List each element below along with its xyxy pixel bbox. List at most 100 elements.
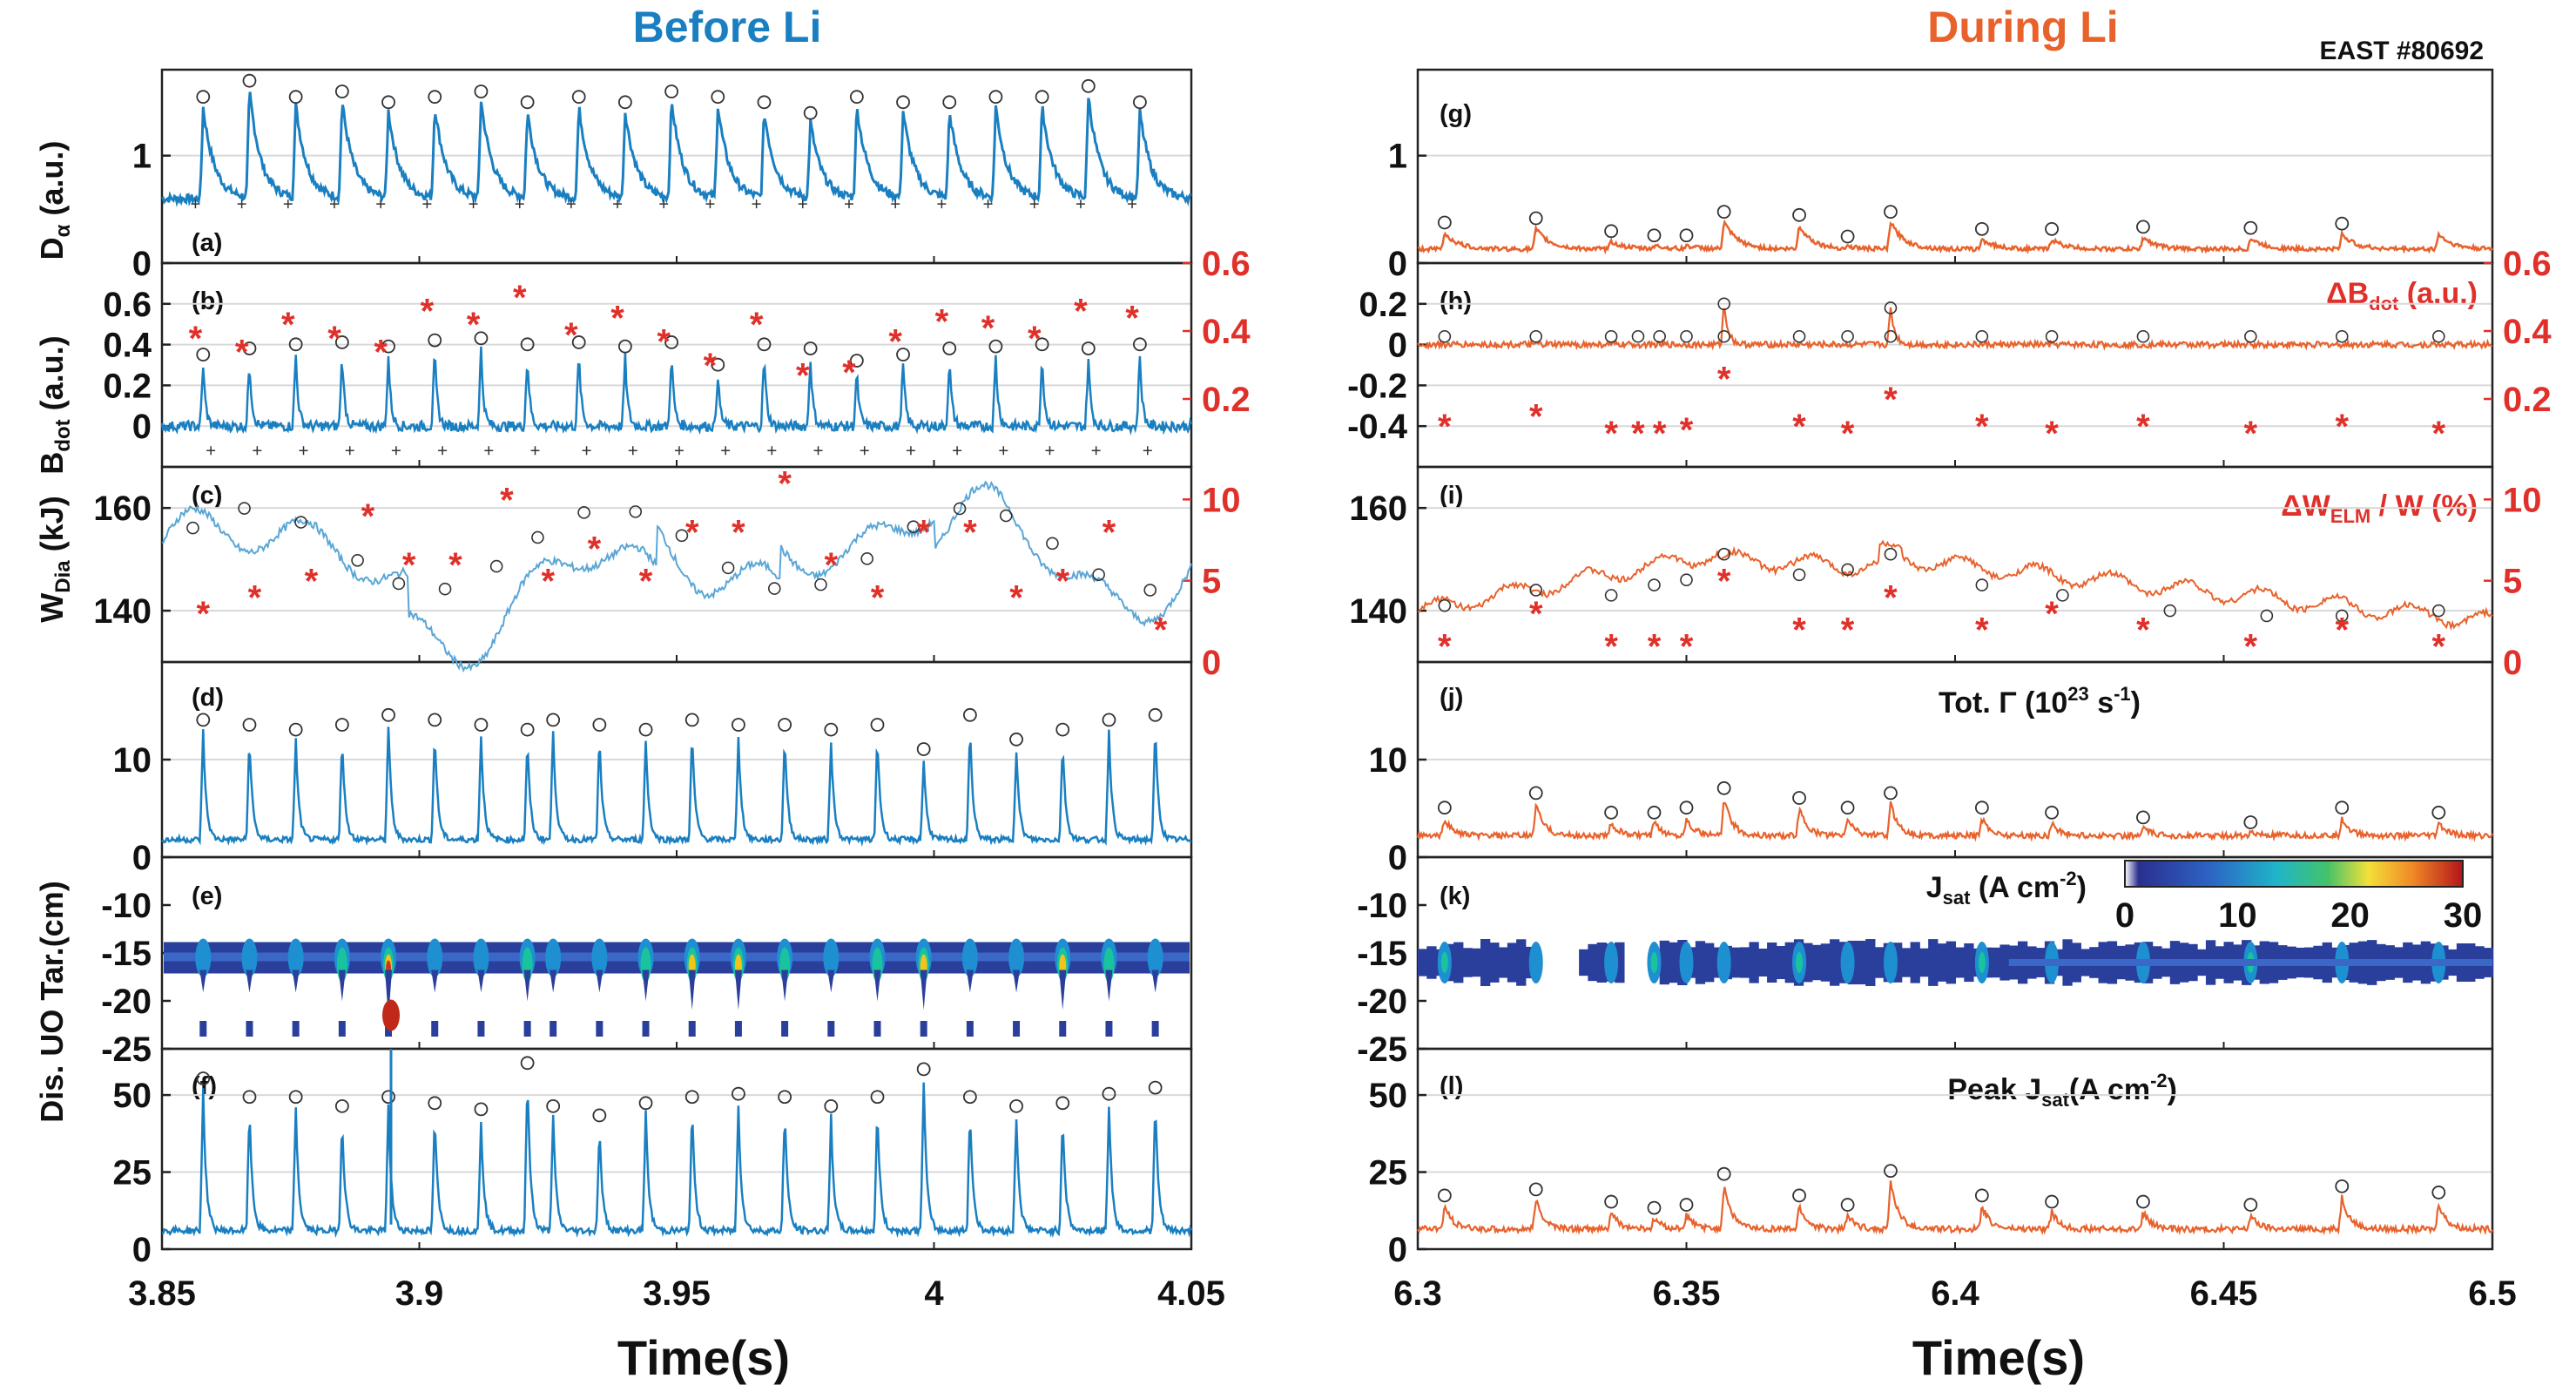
peak-marker	[2136, 810, 2150, 825]
peak-marker	[546, 1098, 561, 1113]
heatmap-lower-spot	[246, 1021, 253, 1037]
ytick-label-g: 0	[1388, 245, 1407, 283]
ytick-label-c: 160	[93, 490, 152, 528]
peak-marker	[1009, 732, 1023, 747]
peak-marker	[2335, 1179, 2350, 1193]
peak-marker	[2163, 604, 2177, 618]
delta-star: *	[657, 323, 671, 362]
ytick-label-l: 0	[1388, 1231, 1407, 1269]
delta-star: *	[1529, 398, 1543, 436]
peak-marker	[186, 521, 199, 535]
peak-marker	[1631, 329, 1645, 343]
delta-star: *	[750, 306, 764, 344]
peak-marker	[675, 529, 689, 543]
delta-star: *	[1653, 415, 1667, 453]
peak-marker	[1974, 221, 1989, 236]
peak-marker	[988, 90, 1003, 105]
heatmap-tail	[1105, 970, 1113, 1002]
heatmap-tail	[1013, 970, 1021, 993]
heatmap-tail	[292, 970, 300, 993]
heatmap-lower-spot	[873, 1021, 881, 1037]
heatmap-cell	[1596, 943, 1607, 983]
peak-marker	[849, 354, 864, 368]
heatmap-cell	[1418, 949, 1428, 976]
peak-marker	[428, 333, 442, 348]
heatmap-cell	[1740, 947, 1750, 978]
delta-star: *	[2136, 612, 2150, 650]
ytick-label-e: -20	[101, 983, 152, 1021]
panel-frame-i	[1416, 465, 2494, 664]
ytick-label-d: 0	[132, 839, 152, 877]
heatmap-band-core-k	[2008, 959, 2492, 966]
peak-marker	[2243, 1198, 2258, 1212]
heatmap-lower-spot	[1151, 1021, 1159, 1037]
heatmap-cell	[1901, 948, 1912, 977]
ytick-right-label-c: 10	[1202, 481, 1241, 519]
min-marker	[798, 199, 807, 209]
peak-marker	[1143, 584, 1157, 597]
peak-marker	[618, 95, 632, 110]
peak-marker	[1437, 215, 1452, 230]
min-marker	[206, 446, 216, 456]
ytick-right-label-b: 0.4	[1202, 313, 1251, 351]
peak-marker	[1884, 547, 1898, 561]
panel-frame-f	[160, 1047, 1193, 1251]
peak-marker	[711, 357, 725, 372]
delta-star: *	[467, 306, 481, 344]
series-line-g	[1417, 219, 2494, 255]
heatmap-spot	[545, 938, 562, 977]
min-marker	[253, 446, 262, 456]
peak-marker	[1792, 329, 1806, 343]
peak-marker	[2335, 329, 2349, 343]
colorbar-tick-label: 10	[2218, 896, 2257, 935]
panel-label-j: (j)	[1440, 684, 1463, 712]
peak-marker	[778, 718, 792, 732]
heatmap-cell	[1874, 947, 1885, 978]
ytick-label-b: 0.2	[103, 367, 152, 405]
heatmap-cell	[1579, 949, 1589, 976]
panel-frame-b	[160, 261, 1193, 469]
series-line-f	[162, 1082, 1193, 1239]
peak-marker	[2432, 604, 2445, 618]
min-marker	[438, 446, 448, 456]
peak-marker	[238, 502, 251, 515]
ytick-label-h: 0.2	[1359, 286, 1407, 324]
xtick-label-R: 6.5	[2468, 1274, 2517, 1313]
delta-star: *	[1717, 563, 1731, 601]
peak-marker	[2244, 329, 2257, 343]
xtick-label-L: 4	[924, 1274, 944, 1313]
peak-marker	[334, 84, 349, 98]
heatmap-tail	[873, 970, 881, 1002]
min-marker	[613, 199, 623, 209]
min-marker	[860, 446, 869, 456]
delta-star: *	[196, 595, 210, 633]
peak-marker	[438, 582, 452, 596]
peak-marker	[196, 1071, 211, 1085]
peak-marker	[1792, 791, 1806, 805]
ytick-right-label-b: 0.2	[1202, 381, 1251, 419]
peak-marker	[1081, 78, 1096, 93]
xtick-label-L: 3.85	[128, 1274, 196, 1313]
peak-marker	[999, 509, 1013, 523]
heatmap-tail	[688, 970, 696, 1010]
heatmap-cell	[1704, 943, 1715, 983]
peak-marker	[1716, 780, 1731, 795]
heatmap-cell	[1516, 939, 1527, 986]
delta-star: *	[448, 546, 462, 585]
peak-marker	[1102, 713, 1116, 727]
heatmap-lower-spot	[523, 1021, 531, 1037]
peak-marker	[242, 718, 257, 732]
heatmap-tail	[477, 970, 485, 993]
delta-star: *	[1884, 578, 1898, 617]
peak-marker	[1717, 297, 1730, 311]
heatmap-tail	[550, 970, 557, 993]
ytick-right-label-h: 0.6	[2503, 245, 2552, 283]
delta-star: *	[732, 514, 745, 552]
series-line-a	[161, 91, 1192, 208]
peak-marker	[1133, 95, 1147, 110]
peak-marker	[351, 553, 364, 567]
delta-star: *	[2432, 415, 2446, 453]
peak-marker	[1438, 329, 1452, 343]
heatmap-tail	[781, 970, 789, 1002]
heatmap-spot	[1796, 952, 1804, 973]
